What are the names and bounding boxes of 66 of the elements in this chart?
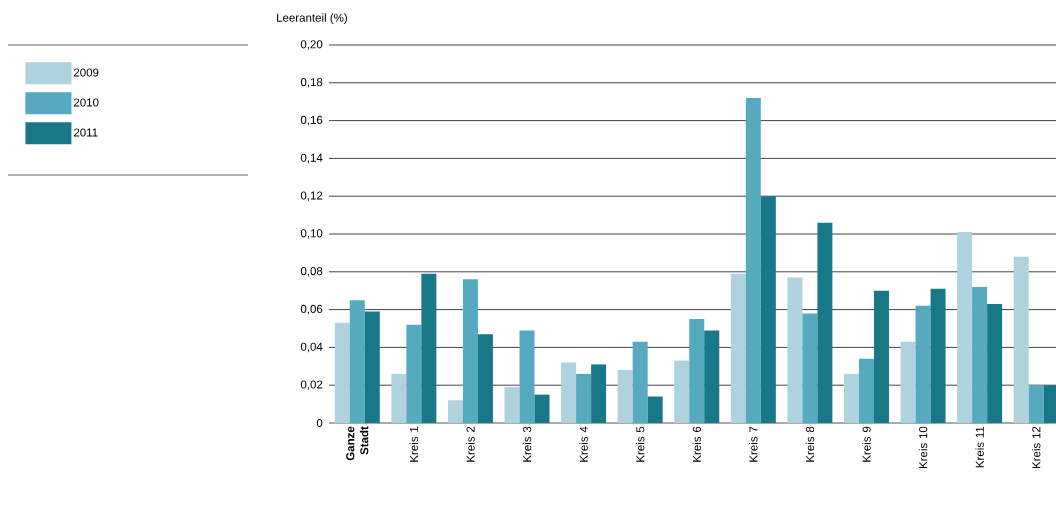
x-tick-label: Kreis 3 — [522, 426, 532, 462]
y-axis-title: Leeranteil (%) — [277, 13, 347, 24]
x-tick-label: Kreis 12 — [1031, 426, 1041, 469]
bar — [1013, 256, 1029, 423]
bar — [519, 330, 535, 423]
x-tick-label: Kreis 7 — [749, 426, 758, 462]
legend-label: 2010 — [73, 98, 99, 107]
bar — [674, 360, 690, 423]
x-tick-label: Kreis 2 — [466, 426, 475, 462]
y-tick-label: 0,14 — [300, 153, 323, 164]
legend-label: 2009 — [73, 68, 99, 77]
y-tick-label: 0,18 — [300, 78, 323, 88]
y-tick-label: 0,06 — [300, 304, 323, 315]
y-tick-label: 0,20 — [300, 40, 323, 50]
bar — [987, 303, 1003, 423]
bar — [504, 387, 520, 423]
bar — [534, 394, 550, 423]
bar — [1028, 385, 1044, 423]
y-tick-label: 0,12 — [300, 191, 323, 201]
bar — [689, 319, 705, 423]
bar — [900, 341, 916, 423]
x-tick-label: Kreis 4 — [579, 426, 588, 462]
bar — [787, 277, 803, 423]
bar — [802, 313, 818, 423]
bar — [915, 305, 931, 423]
bar — [930, 288, 946, 423]
x-tick-label: Kreis 9 — [862, 426, 871, 462]
bar — [617, 370, 633, 423]
y-tick-label: 0,10 — [300, 229, 323, 239]
y-tick-label: 0 — [316, 418, 323, 428]
bar — [349, 300, 365, 423]
x-tick-label: Kreis 1 — [409, 426, 419, 462]
bar — [873, 290, 889, 423]
x-tick-label: Kreis 6 — [692, 426, 701, 462]
y-tick-label: 0,02 — [300, 380, 323, 390]
bar — [364, 311, 380, 423]
y-tick-label: 0,04 — [300, 342, 323, 353]
bar — [477, 334, 493, 423]
bar — [843, 373, 859, 423]
bar — [730, 273, 746, 423]
bar — [421, 273, 437, 423]
bar — [745, 97, 761, 423]
bar — [462, 279, 478, 423]
x-tick-label: Kreis 11 — [975, 426, 984, 468]
bar — [406, 324, 422, 423]
bar — [972, 286, 988, 423]
bar — [391, 373, 407, 423]
bar — [632, 341, 648, 423]
bar — [591, 364, 607, 423]
bar — [817, 222, 833, 423]
bar — [561, 362, 577, 423]
y-tick-label: 0,16 — [300, 115, 323, 126]
legend-label: 2011 — [73, 128, 98, 137]
x-tick-label: Ganze Stadt — [346, 426, 369, 461]
bar — [760, 196, 776, 423]
bar — [858, 358, 874, 423]
bar — [704, 330, 720, 423]
x-tick-label: Kreis 8 — [805, 426, 815, 462]
bar — [647, 396, 663, 423]
x-tick-label: Kreis 5 — [635, 426, 645, 462]
x-tick-label: Kreis 10 — [918, 426, 928, 469]
y-tick-label: 0,08 — [300, 267, 323, 277]
bar — [447, 400, 463, 423]
bar — [576, 373, 592, 423]
bar — [334, 322, 350, 423]
bar — [957, 232, 973, 423]
